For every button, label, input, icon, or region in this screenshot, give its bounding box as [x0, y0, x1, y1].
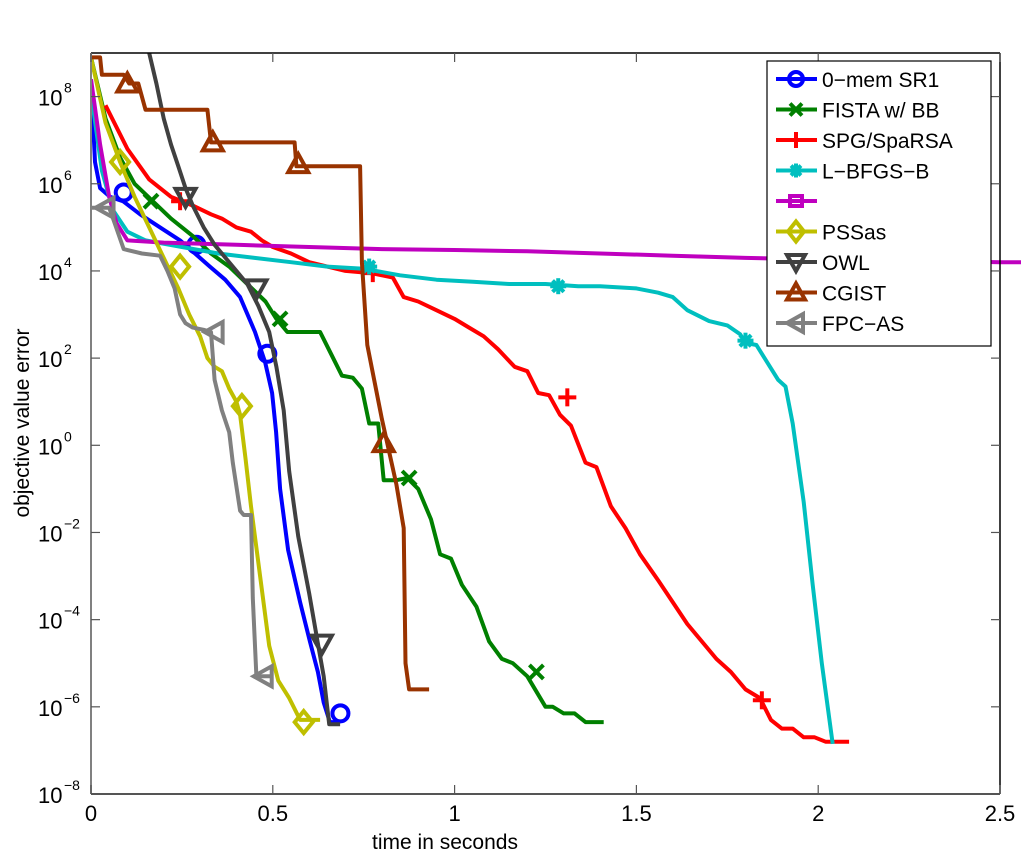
legend-label: 0−mem SR1: [822, 69, 939, 92]
x-tick-label: 0: [85, 801, 97, 826]
y-tick-label: 10: [38, 260, 62, 285]
legend-label: FISTA w/ BB: [822, 100, 939, 123]
x-tick-label: 1.5: [621, 801, 652, 826]
series-l-bfgs-b: [91, 91, 835, 745]
legend-label: PSSas: [822, 222, 886, 245]
legend-label: SPG/SpaRSA: [822, 130, 953, 153]
legend-label: L−BFGS−B: [822, 161, 929, 184]
y-tick-label: 10: [38, 347, 62, 372]
legend-item: PSSas: [776, 218, 886, 245]
legend-item: 0−mem SR1: [776, 69, 939, 92]
y-tick-label: 10: [38, 173, 62, 198]
y-axis-title: objective value error: [11, 328, 34, 517]
legend-label: FPC−AS: [822, 313, 904, 336]
series-pssas: [91, 56, 321, 737]
y-tick-label: 10: [38, 434, 62, 459]
series-spg-sparsa: [103, 104, 850, 744]
y-tick-exponent: 6: [64, 167, 72, 183]
legend: 0−mem SR1 FISTA w/ BB SPG/SpaRSA L−BFGS−B PS…: [766, 60, 992, 347]
y-tick-label: 10: [38, 696, 62, 721]
y-tick-exponent: 2: [64, 341, 72, 357]
legend-item: CGIST: [776, 279, 886, 306]
y-tick-exponent: −6: [64, 690, 80, 706]
series-owl: [147, 53, 341, 727]
x-tick-label: 1: [448, 801, 460, 826]
legend-item: FPC−AS: [776, 310, 904, 336]
legend-label: OWL: [822, 252, 870, 275]
legend-item: FISTA w/ BB: [776, 100, 939, 123]
series-fpc-as: [91, 194, 274, 690]
x-axis-title: time in seconds: [372, 831, 518, 854]
legend-item: OWL: [776, 252, 870, 276]
legend-item: [776, 194, 817, 208]
x-tick-label: 0.5: [258, 801, 289, 826]
legend-item: L−BFGS−B: [776, 161, 929, 184]
y-tick-label: 10: [38, 86, 62, 111]
x-tick-label: 2: [812, 801, 824, 826]
series-cgist: [91, 55, 430, 692]
x-tick-label: 2.5: [985, 801, 1016, 826]
y-tick-label: 10: [38, 521, 62, 546]
axes: [90, 52, 1021, 795]
y-tick-exponent: 8: [64, 80, 72, 96]
y-tick-exponent: −8: [64, 777, 80, 793]
y-tick-label: 10: [38, 609, 62, 634]
y-tick-label: 10: [38, 783, 62, 808]
y-tick-exponent: 4: [64, 254, 72, 270]
y-tick-exponent: −4: [64, 603, 80, 619]
legend-item: SPG/SpaRSA: [776, 130, 953, 153]
y-tick-exponent: 0: [64, 428, 72, 444]
y-tick-exponent: −2: [64, 515, 80, 531]
legend-label: CGIST: [822, 283, 886, 306]
